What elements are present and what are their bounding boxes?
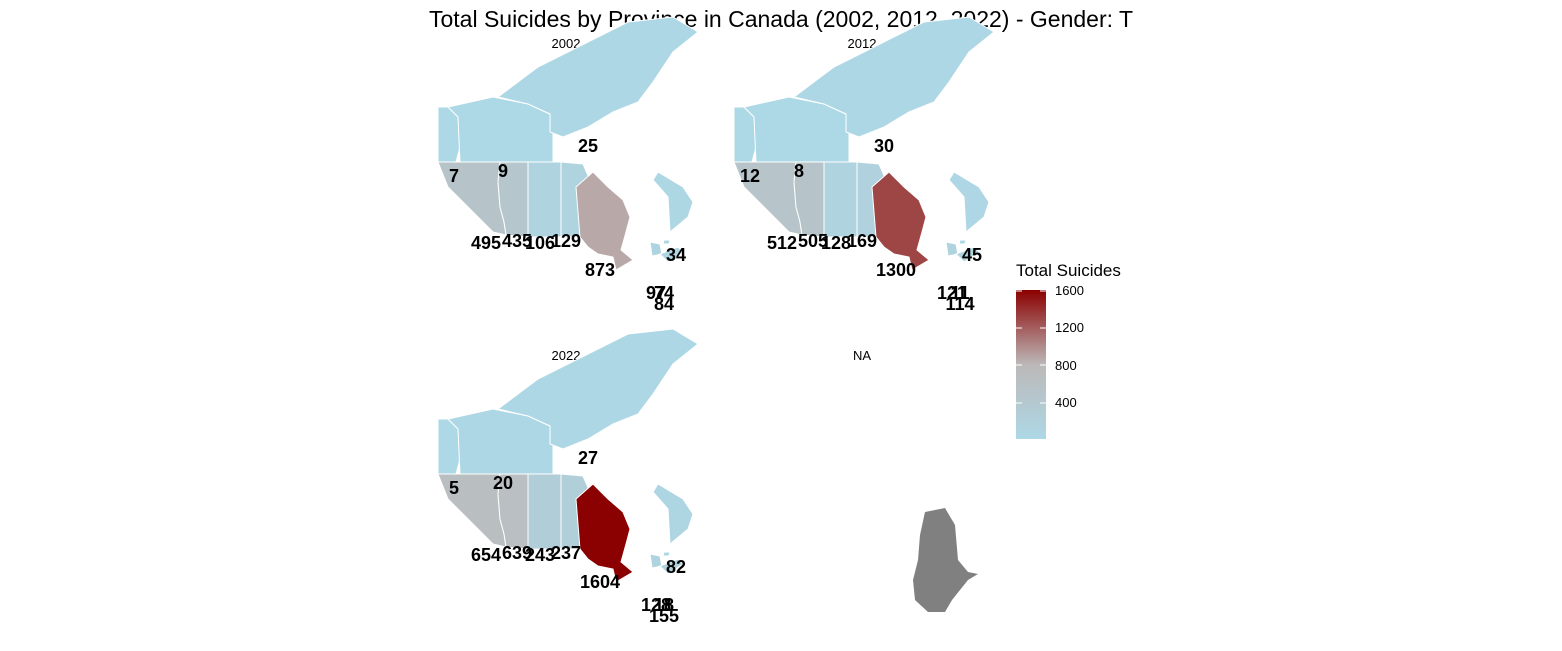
label-pe-2012: 11 <box>950 283 969 303</box>
label-ns-2012: 114 <box>945 294 974 314</box>
province-ns-2012 <box>955 246 980 263</box>
legend-title: Total Suicides <box>1016 261 1121 280</box>
province-qc-2002 <box>613 167 676 260</box>
province-pe-2022 <box>662 551 671 557</box>
chart-title: Total Suicides by Province in Canada (20… <box>428 6 1134 32</box>
panel-title-na: NA <box>852 348 872 363</box>
label-sk-2022: 243 <box>525 545 555 565</box>
label-ab-2012: 505 <box>798 231 828 251</box>
label-nl-2002: 34 <box>666 245 686 265</box>
province-nu-2012 <box>792 16 995 138</box>
label-nu-2022: 27 <box>578 448 598 468</box>
label-pe-2002: 74 <box>654 283 674 303</box>
legend-tick-1600: 1600 <box>1055 283 1084 298</box>
province-ns-2022 <box>659 558 684 575</box>
label-nt-2012: 8 <box>794 161 804 181</box>
province-qc-na <box>913 508 978 612</box>
province-nu-2002 <box>496 16 699 138</box>
panel-title-2012: 2012 <box>847 36 877 51</box>
legend-tick-1200: 1200 <box>1055 320 1084 335</box>
label-nt-2002: 9 <box>498 161 508 181</box>
legend-tick-400: 400 <box>1055 395 1077 410</box>
label-sk-2002: 106 <box>525 233 555 253</box>
label-on-2022: 1604 <box>580 572 620 592</box>
label-nu-2002: 25 <box>578 136 598 156</box>
label-nb-2012: 121 <box>937 283 967 303</box>
label-ns-2022: 155 <box>649 606 679 626</box>
label-nb-2002: 97 <box>646 283 666 303</box>
label-sk-2012: 128 <box>821 233 851 253</box>
label-nt-2022: 20 <box>493 473 513 493</box>
province-nl-2022 <box>652 483 694 546</box>
province-nl-2012 <box>948 171 990 234</box>
label-mb-2012: 169 <box>847 231 877 251</box>
province-nl-2002 <box>652 171 694 234</box>
label-ab-2002: 435 <box>502 231 532 251</box>
label-nb-2022: 128 <box>641 595 671 615</box>
province-ns-2002 <box>659 246 684 263</box>
label-ns-2002: 84 <box>654 294 674 314</box>
province-sk-2002 <box>527 161 562 238</box>
province-sk-2022 <box>527 473 562 550</box>
label-yt-2002: 7 <box>449 166 459 186</box>
province-nu-2022 <box>496 328 699 450</box>
label-bc-2022: 654 <box>471 545 501 565</box>
province-sk-2012 <box>823 161 858 238</box>
label-ab-2022: 639 <box>502 543 532 563</box>
province-qc-2012 <box>909 167 972 260</box>
label-on-2012: 1300 <box>876 260 916 280</box>
label-pe-2022: 18 <box>654 595 674 615</box>
label-nl-2012: 45 <box>962 245 982 265</box>
panel-title-2002: 2002 <box>551 36 581 51</box>
label-nl-2022: 82 <box>666 557 686 577</box>
label-mb-2002: 129 <box>551 231 581 251</box>
label-yt-2022: 5 <box>449 478 459 498</box>
panel-title-2022: 2022 <box>551 348 581 363</box>
province-pe-2002 <box>662 239 671 245</box>
label-mb-2022: 237 <box>551 543 581 563</box>
label-yt-2012: 12 <box>740 166 760 186</box>
province-pe-2012 <box>958 239 967 245</box>
label-bc-2002: 495 <box>471 233 501 253</box>
label-on-2002: 873 <box>585 260 615 280</box>
legend-tick-800: 800 <box>1055 358 1077 373</box>
label-nu-2012: 30 <box>874 136 894 156</box>
province-qc-2022 <box>613 479 676 572</box>
label-bc-2012: 512 <box>767 233 797 253</box>
